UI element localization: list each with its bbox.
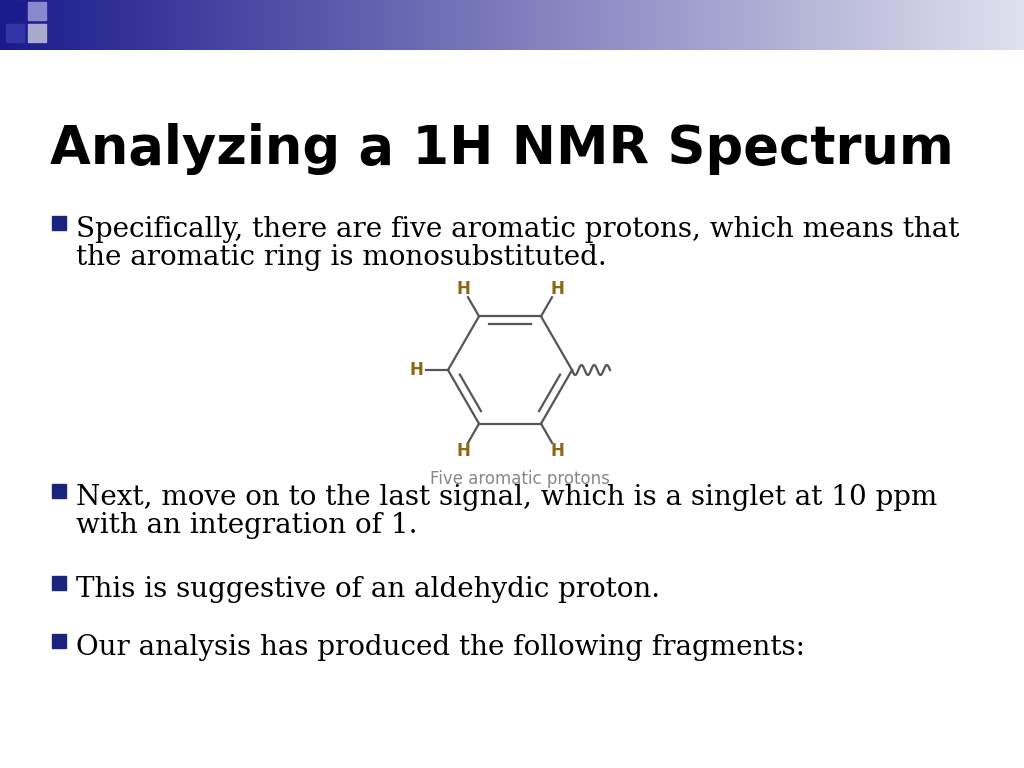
Text: H: H [456,280,470,297]
Bar [28,2,46,20]
Text: with an integration of 1.: with an integration of 1. [76,512,418,539]
Text: H: H [550,442,564,460]
Bar [52,216,66,230]
Text: Analyzing a 1H NMR Spectrum: Analyzing a 1H NMR Spectrum [50,123,953,175]
Bar [52,634,66,648]
Text: Next, move on to the last signal, which is a singlet at 10 ppm: Next, move on to the last signal, which … [76,484,937,511]
Text: H: H [550,280,564,297]
Bar [6,2,24,20]
Text: This is suggestive of an aldehydic proton.: This is suggestive of an aldehydic proto… [76,576,660,603]
Text: the aromatic ring is monosubstituted.: the aromatic ring is monosubstituted. [76,244,607,271]
Text: Our analysis has produced the following fragments:: Our analysis has produced the following … [76,634,805,661]
Bar [6,24,24,42]
Text: Specifically, there are five aromatic protons, which means that: Specifically, there are five aromatic pr… [76,216,959,243]
Bar [52,484,66,498]
Text: H: H [456,442,470,460]
Bar [28,24,46,42]
Bar [52,576,66,590]
Text: Five aromatic protons: Five aromatic protons [430,470,610,488]
Text: H: H [409,361,423,379]
